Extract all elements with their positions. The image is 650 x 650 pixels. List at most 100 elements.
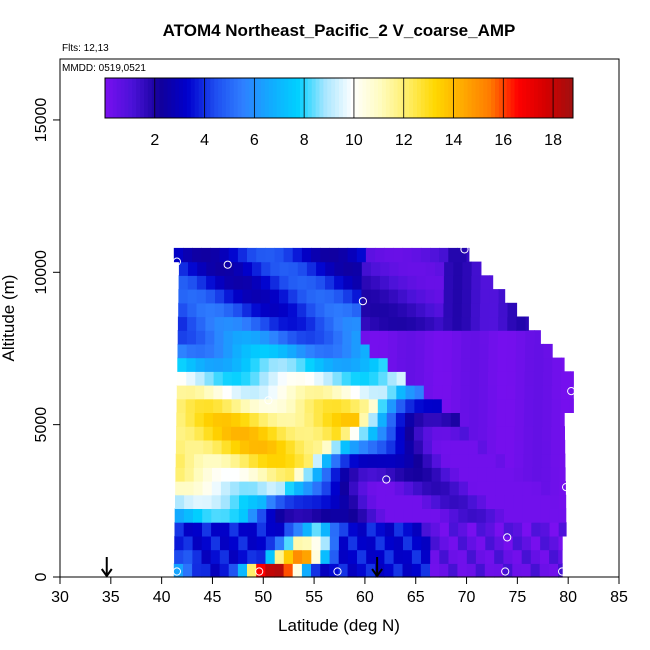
heatmap-cell: [405, 371, 416, 386]
heatmap-cell: [416, 302, 426, 318]
heatmap-cell: [397, 302, 408, 318]
heatmap-cell: [507, 330, 517, 345]
heatmap-cell: [416, 289, 426, 304]
heatmap-cell: [552, 357, 562, 372]
heatmap-cell: [420, 247, 431, 263]
heatmap-cell: [183, 535, 194, 551]
colorbar-swatch: [530, 78, 535, 118]
colorbar-swatch: [198, 78, 203, 118]
heatmap-cell: [450, 453, 460, 468]
colorbar-swatch: [206, 78, 211, 118]
heatmap-cell: [343, 275, 353, 290]
heatmap-cell: [441, 439, 451, 455]
heatmap-cell: [421, 535, 431, 551]
heatmap-cell: [322, 412, 333, 427]
colorbar-swatch: [167, 78, 172, 118]
heatmap-cell: [403, 508, 414, 523]
heatmap-cell: [334, 261, 345, 276]
colorbar-swatch: [264, 78, 270, 118]
heatmap-cell: [539, 563, 550, 578]
colorbar-swatch: [229, 78, 235, 118]
colorbar-swatch: [405, 78, 410, 118]
heatmap-cell: [184, 453, 195, 468]
heatmap-cell: [320, 535, 331, 551]
heatmap-cell: [434, 289, 445, 304]
heatmap-cell: [423, 412, 433, 427]
flight-arrow: [100, 557, 113, 578]
heatmap-cell: [206, 261, 216, 276]
heatmap-cell: [430, 247, 440, 263]
heatmap-cell: [220, 508, 231, 523]
heatmap-cell: [550, 439, 561, 455]
heatmap-cell: [496, 412, 507, 427]
heatmap-cell: [495, 494, 505, 509]
heatmap-cell: [297, 275, 308, 290]
heatmap-cell: [284, 535, 294, 551]
heatmap-cell: [414, 385, 425, 400]
colorbar-swatch: [424, 78, 430, 118]
heatmap-cell: [558, 508, 567, 523]
heatmap-cell: [457, 549, 468, 564]
heatmap-cell: [350, 398, 361, 413]
heatmap-cell: [495, 453, 506, 468]
colorbar-swatch: [452, 78, 457, 118]
heatmap-cell: [295, 398, 306, 413]
heatmap-cell: [230, 453, 241, 468]
heatmap-cell: [194, 398, 205, 413]
heatmap-cell: [331, 453, 341, 468]
heatmap-cell: [496, 439, 506, 455]
heatmap-cell: [458, 481, 469, 496]
heatmap-cell: [228, 549, 239, 564]
colorbar-swatch: [459, 78, 465, 118]
heatmap-cell: [377, 398, 388, 413]
x-tick-label: 80: [559, 589, 577, 606]
heatmap-cell: [478, 385, 489, 400]
heatmap-cell: [542, 385, 553, 400]
heatmap-cell: [231, 398, 242, 413]
heatmap-cell: [495, 467, 506, 482]
sample-marker: [358, 297, 367, 306]
heatmap-cell: [442, 357, 453, 372]
heatmap-cell: [277, 412, 287, 427]
heatmap-cell: [237, 563, 248, 578]
heatmap-cell: [266, 481, 277, 496]
colorbar-swatch: [487, 78, 492, 118]
x-tick-label: 85: [610, 589, 628, 606]
heatmap-cell: [487, 385, 498, 400]
heatmap-cell: [406, 330, 417, 345]
heatmap-cell: [468, 426, 479, 441]
heatmap-cell: [304, 385, 315, 400]
heatmap-cell: [338, 549, 349, 564]
sample-marker: [382, 475, 391, 484]
heatmap-cell: [268, 357, 279, 372]
heatmap-cell: [487, 426, 497, 441]
heatmap-cell: [204, 357, 215, 372]
x-tick-label: 50: [254, 589, 272, 606]
heatmap-cell: [560, 439, 566, 455]
heatmap-cell: [252, 261, 262, 276]
heatmap-cell: [186, 371, 196, 386]
heatmap-cell: [223, 343, 233, 359]
heatmap-cell: [331, 439, 342, 455]
heatmap-cell: [267, 453, 277, 468]
heatmap-cell: [503, 549, 514, 564]
heatmap-cell: [194, 439, 204, 455]
colorbar-swatch: [537, 78, 543, 118]
heatmap-cell: [185, 439, 195, 455]
heatmap-cell: [347, 247, 358, 263]
heatmap-cell: [173, 247, 184, 263]
heatmap-cell: [460, 371, 471, 386]
heatmap-cell: [249, 426, 259, 441]
heatmap-cell: [186, 385, 196, 400]
heatmap-cell: [561, 385, 571, 400]
heatmap-cell: [247, 247, 257, 263]
heatmap-cell: [467, 535, 477, 551]
heatmap-cell: [441, 426, 452, 441]
heatmap-cell: [265, 247, 275, 263]
heatmap-cell: [531, 481, 542, 496]
heatmap-cell: [214, 316, 225, 331]
heatmap-cell: [424, 357, 434, 372]
heatmap-cell: [295, 412, 305, 427]
heatmap-cell: [376, 508, 386, 523]
heatmap-cell: [232, 316, 243, 331]
